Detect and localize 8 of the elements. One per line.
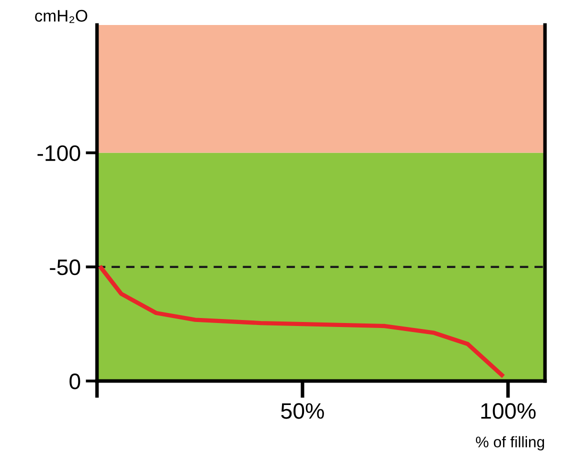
- y-tick-label: 0: [70, 374, 80, 390]
- y-tick-label: -100: [38, 145, 80, 162]
- x-axis-title: % of filling: [476, 436, 544, 450]
- y-axis-title: cmH₂O: [35, 10, 88, 23]
- x-tick-label: 50%: [281, 403, 324, 419]
- x-tick-label: 100%: [481, 403, 536, 419]
- line-series: [99, 266, 504, 378]
- y-tick-label: -50: [50, 259, 80, 276]
